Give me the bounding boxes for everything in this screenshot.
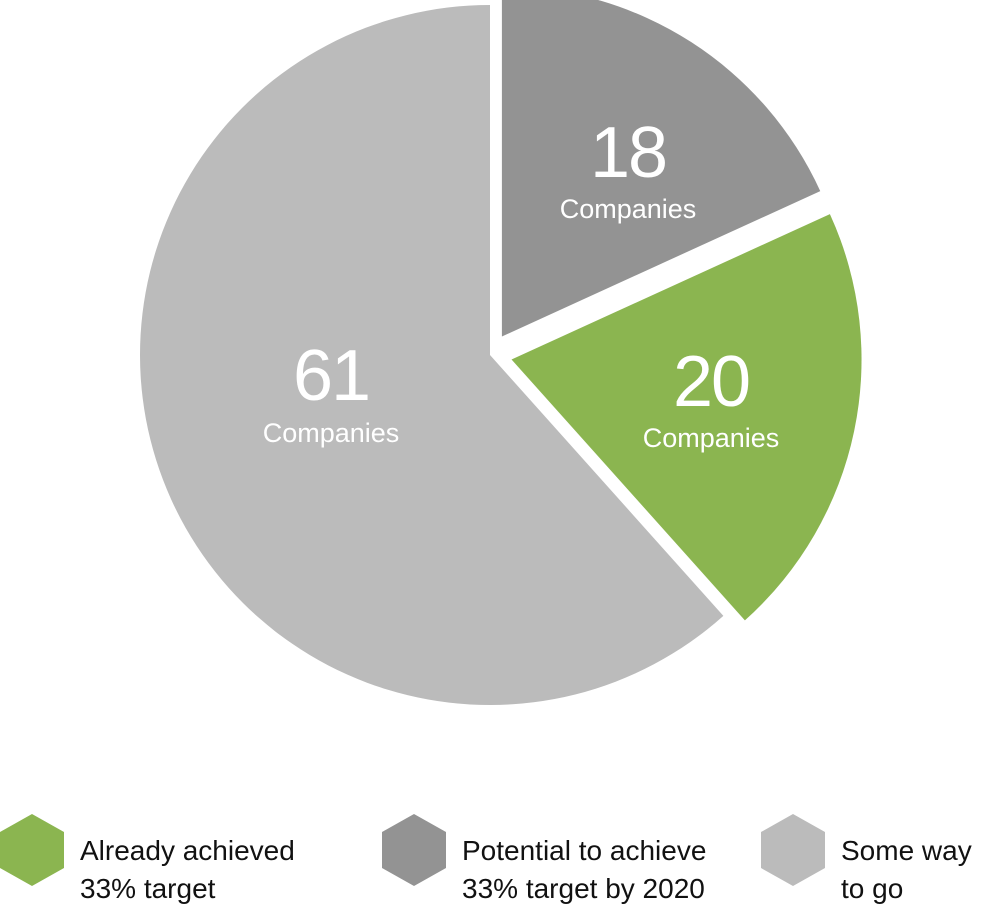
pie-slice-achieved	[511, 214, 862, 621]
legend-label-potential: Potential to achieve 33% target by 2020	[462, 832, 706, 908]
legend-item-achieved: Already achieved 33% target	[0, 812, 295, 904]
legend-label-achieved: Already achieved 33% target	[80, 832, 295, 908]
legend-label-line: 33% target	[80, 873, 216, 904]
legend-label-line: Some way	[841, 835, 972, 866]
legend: Already achieved 33% target Potential to…	[0, 812, 1003, 904]
slice-unit-some-way: Companies	[263, 418, 400, 448]
slice-value-some-way: 61	[293, 336, 369, 416]
pie-slice-some-way-to-go	[139, 5, 724, 705]
hexagon-marker-icon	[0, 814, 64, 886]
slice-value-achieved: 20	[673, 342, 749, 422]
legend-label-some-way: Some way to go	[841, 832, 972, 908]
legend-label-line: Potential to achieve	[462, 835, 707, 866]
legend-item-some-way: Some way to go	[761, 812, 972, 904]
legend-label-line: to go	[841, 873, 904, 904]
legend-item-potential: Potential to achieve 33% target by 2020	[382, 812, 706, 904]
hexagon-marker-icon	[761, 814, 825, 886]
slice-unit-achieved: Companies	[643, 423, 780, 453]
legend-label-line: Already achieved	[80, 835, 295, 866]
slice-unit-potential: Companies	[560, 194, 697, 224]
hexagon-marker-icon	[382, 814, 446, 886]
slice-value-potential: 18	[590, 113, 666, 193]
pie-slice-potential	[501, 0, 821, 337]
legend-label-line: 33% target by 2020	[462, 873, 705, 904]
